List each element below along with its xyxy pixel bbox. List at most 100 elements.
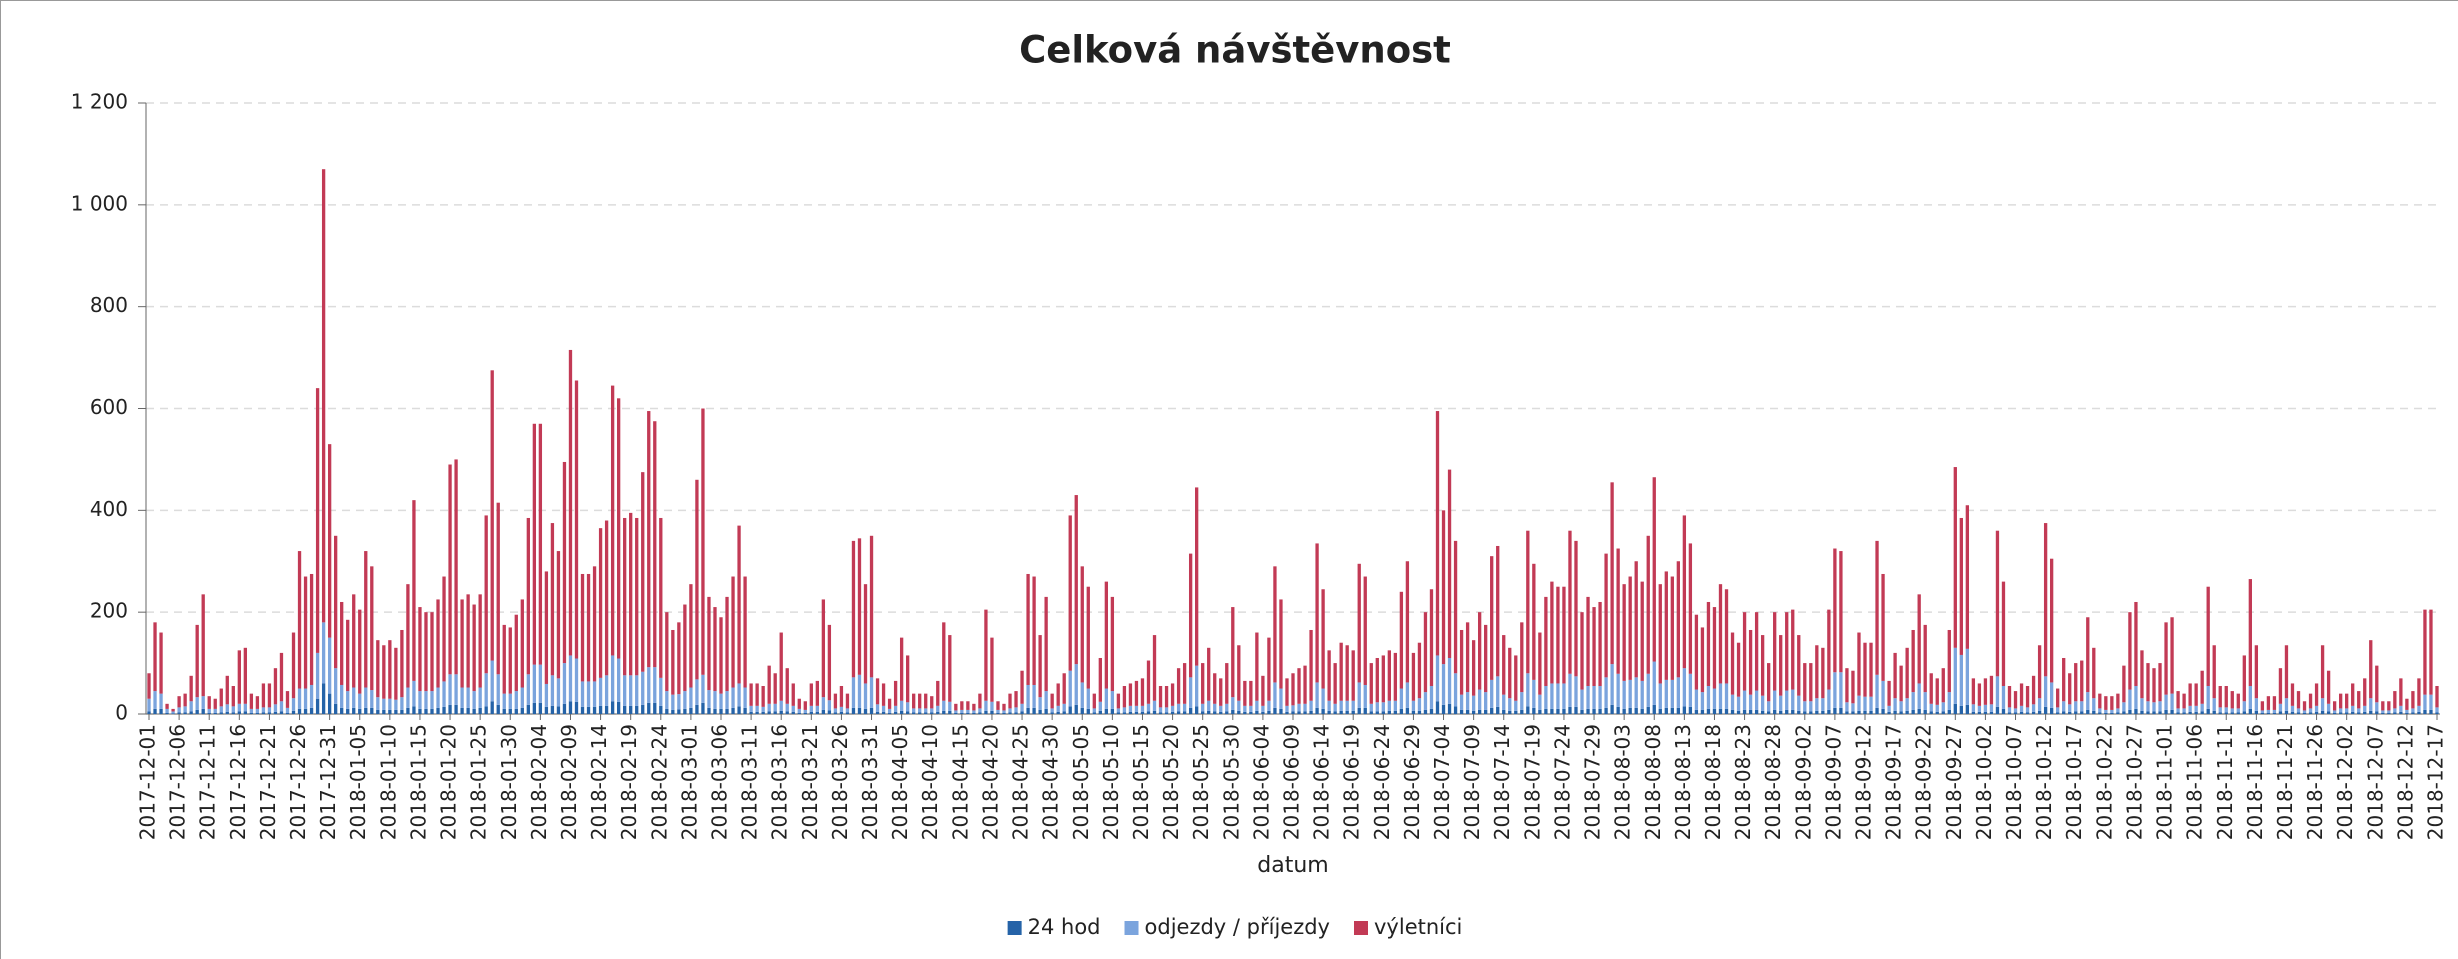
bar-segment	[219, 712, 223, 714]
bar-segment	[249, 693, 254, 709]
bar-segment	[2326, 670, 2331, 704]
bar-segment	[743, 707, 747, 714]
bar-segment	[285, 691, 290, 708]
bar-segment	[1767, 701, 1771, 712]
bar-segment	[2260, 710, 2265, 713]
bar-segment	[683, 691, 687, 709]
bar-segment	[1803, 663, 1807, 702]
bar-segment	[412, 500, 416, 681]
bar-segment	[2375, 702, 2379, 712]
bar-segment	[171, 713, 175, 714]
bar-segment	[2260, 712, 2265, 714]
bar-segment	[1718, 683, 1723, 709]
bar-segment	[1742, 709, 1747, 714]
bar-segment	[1815, 698, 1819, 711]
bar-segment	[297, 551, 302, 689]
bar-segment	[616, 701, 621, 714]
bar-segment	[1532, 707, 1536, 714]
bar-segment	[1435, 411, 1440, 656]
bar-segment	[2345, 708, 2349, 713]
bar-segment	[2182, 708, 2186, 713]
bar-segment	[406, 687, 410, 708]
bar-segment	[1923, 709, 1927, 714]
bar-segment	[1225, 663, 1229, 704]
bar-segment	[267, 712, 272, 714]
x-tick-label: 2018-04-25	[1009, 724, 1033, 840]
bar-segment	[1327, 700, 1331, 711]
bar-segment	[586, 573, 591, 682]
bar-segment	[1839, 672, 1843, 708]
bar-segment	[2296, 691, 2301, 709]
bar-segment	[1098, 710, 1102, 714]
bar-segment	[460, 687, 464, 708]
bar-segment	[1291, 711, 1295, 714]
bar-segment	[598, 705, 603, 714]
bar-segment	[586, 681, 591, 707]
bar-segment	[2212, 710, 2216, 714]
bar-segment	[803, 709, 807, 713]
bar-segment	[978, 693, 982, 709]
bar-segment	[297, 708, 302, 714]
bar-segment	[1321, 688, 1325, 709]
x-tick-label: 2018-06-19	[1340, 724, 1364, 840]
x-tick-label: 2018-09-02	[1791, 724, 1815, 840]
bar-segment	[1773, 709, 1777, 714]
x-tick-label: 2018-10-02	[1972, 724, 1996, 840]
bar-segment	[1598, 601, 1602, 686]
bar-segment	[225, 711, 229, 714]
bar-segment	[2375, 711, 2379, 714]
bar-segment	[327, 693, 332, 714]
x-tick-label: 2017-12-21	[256, 724, 280, 840]
bar-segment	[1182, 711, 1187, 714]
bar-segment	[1255, 710, 1259, 714]
bar-segment	[936, 711, 940, 714]
bar-segment	[165, 703, 169, 709]
bar-segment	[1676, 561, 1680, 678]
bar-segment	[948, 635, 952, 702]
bar-segment	[1417, 710, 1422, 714]
bar-segment	[1465, 709, 1470, 714]
bar-segment	[2351, 705, 2355, 712]
bar-segment	[267, 683, 272, 708]
bar-segment	[1261, 705, 1265, 712]
x-tick-label: 2018-05-10	[1099, 724, 1123, 840]
bar-segment	[869, 677, 874, 708]
bar-segment	[779, 632, 783, 701]
x-tick-label: 2018-09-27	[1942, 724, 1966, 840]
bar-segment	[1754, 709, 1759, 714]
bar-segment	[791, 705, 795, 712]
bar-segment	[219, 706, 223, 713]
bar-segment	[990, 710, 994, 714]
bar-segment	[2411, 712, 2415, 714]
x-tick-label: 2018-11-26	[2303, 724, 2327, 840]
bar-segment	[785, 711, 789, 714]
bar-segment	[249, 712, 254, 714]
x-tick-label: 2018-07-29	[1581, 724, 1605, 840]
bar-segment	[1339, 642, 1343, 701]
bar-segment	[165, 708, 169, 713]
bar-segment	[1754, 612, 1759, 691]
bar-segment	[1134, 680, 1139, 706]
bar-segment	[791, 683, 795, 706]
bar-segment	[2013, 691, 2018, 709]
bar-segment	[1971, 704, 1976, 712]
bar-segment	[1773, 690, 1777, 710]
bar-segment	[2284, 645, 2289, 699]
bar-segment	[1213, 703, 1217, 712]
bar-segment	[695, 679, 699, 705]
bar-segment	[466, 594, 470, 688]
bar-segment	[309, 573, 314, 685]
bar-segment	[1369, 663, 1373, 704]
x-tick-label: 2018-06-24	[1370, 724, 1394, 840]
x-tick-label: 2018-10-22	[2092, 724, 2116, 840]
bar-segment	[2176, 691, 2180, 709]
bar-segment	[279, 652, 284, 702]
bar-segment	[1490, 679, 1494, 708]
bar-segment	[1315, 543, 1319, 683]
bar-segment	[1592, 708, 1596, 714]
bar-segment	[851, 707, 856, 714]
x-tick-label: 2018-09-17	[1882, 724, 1906, 840]
bar-segment	[1574, 540, 1578, 677]
bar-segment	[255, 696, 260, 709]
